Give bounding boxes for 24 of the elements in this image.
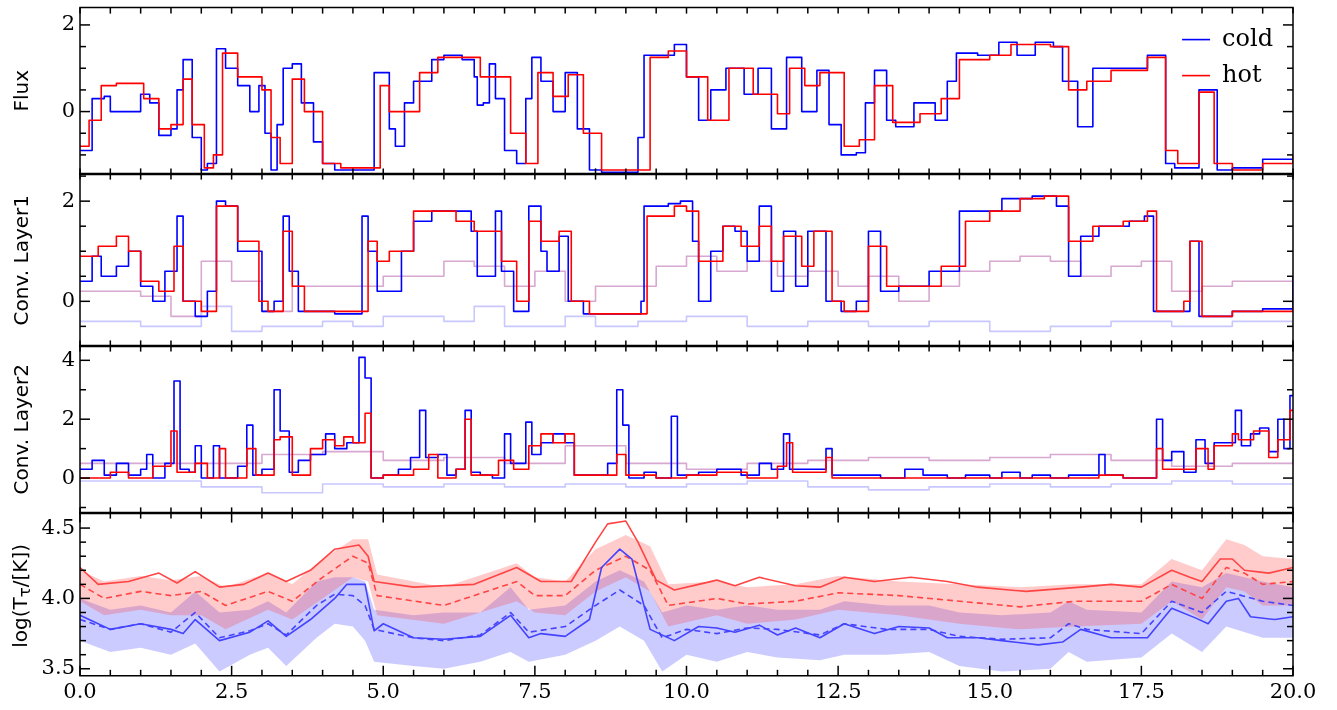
x-tick-label: 20.0 — [1269, 678, 1317, 703]
x-tick-label: 10.0 — [663, 678, 710, 703]
x-tick-label: 7.5 — [518, 678, 552, 703]
y-tick-label: 2 — [61, 11, 75, 36]
y-tick-label: 3.5 — [41, 655, 75, 680]
y-tick-label: 0 — [61, 287, 75, 312]
x-tick-label: 12.5 — [814, 678, 862, 703]
y-tick-label: 0 — [61, 98, 75, 123]
y-axis-title: Conv. Layer1 — [9, 194, 33, 326]
x-tick-label: 0.0 — [63, 678, 97, 703]
y-axis-title: Flux — [9, 70, 33, 112]
y-tick-label: 4 — [61, 346, 75, 371]
y-tick-label: 4.5 — [41, 514, 75, 539]
x-tick-label: 5.0 — [366, 678, 400, 703]
legend-label: cold — [1222, 23, 1274, 52]
x-tick-label: 17.5 — [1117, 678, 1165, 703]
x-tick-label: 15.0 — [966, 678, 1014, 703]
y-tick-label: 2 — [61, 405, 75, 430]
y-tick-label: 0 — [61, 464, 75, 489]
x-tick-label: 2.5 — [214, 678, 249, 703]
y-axis-title: Conv. Layer2 — [9, 364, 33, 495]
legend-label: hot — [1222, 59, 1262, 88]
y-tick-label: 4.0 — [41, 584, 75, 609]
y-tick-label: 2 — [61, 187, 75, 212]
